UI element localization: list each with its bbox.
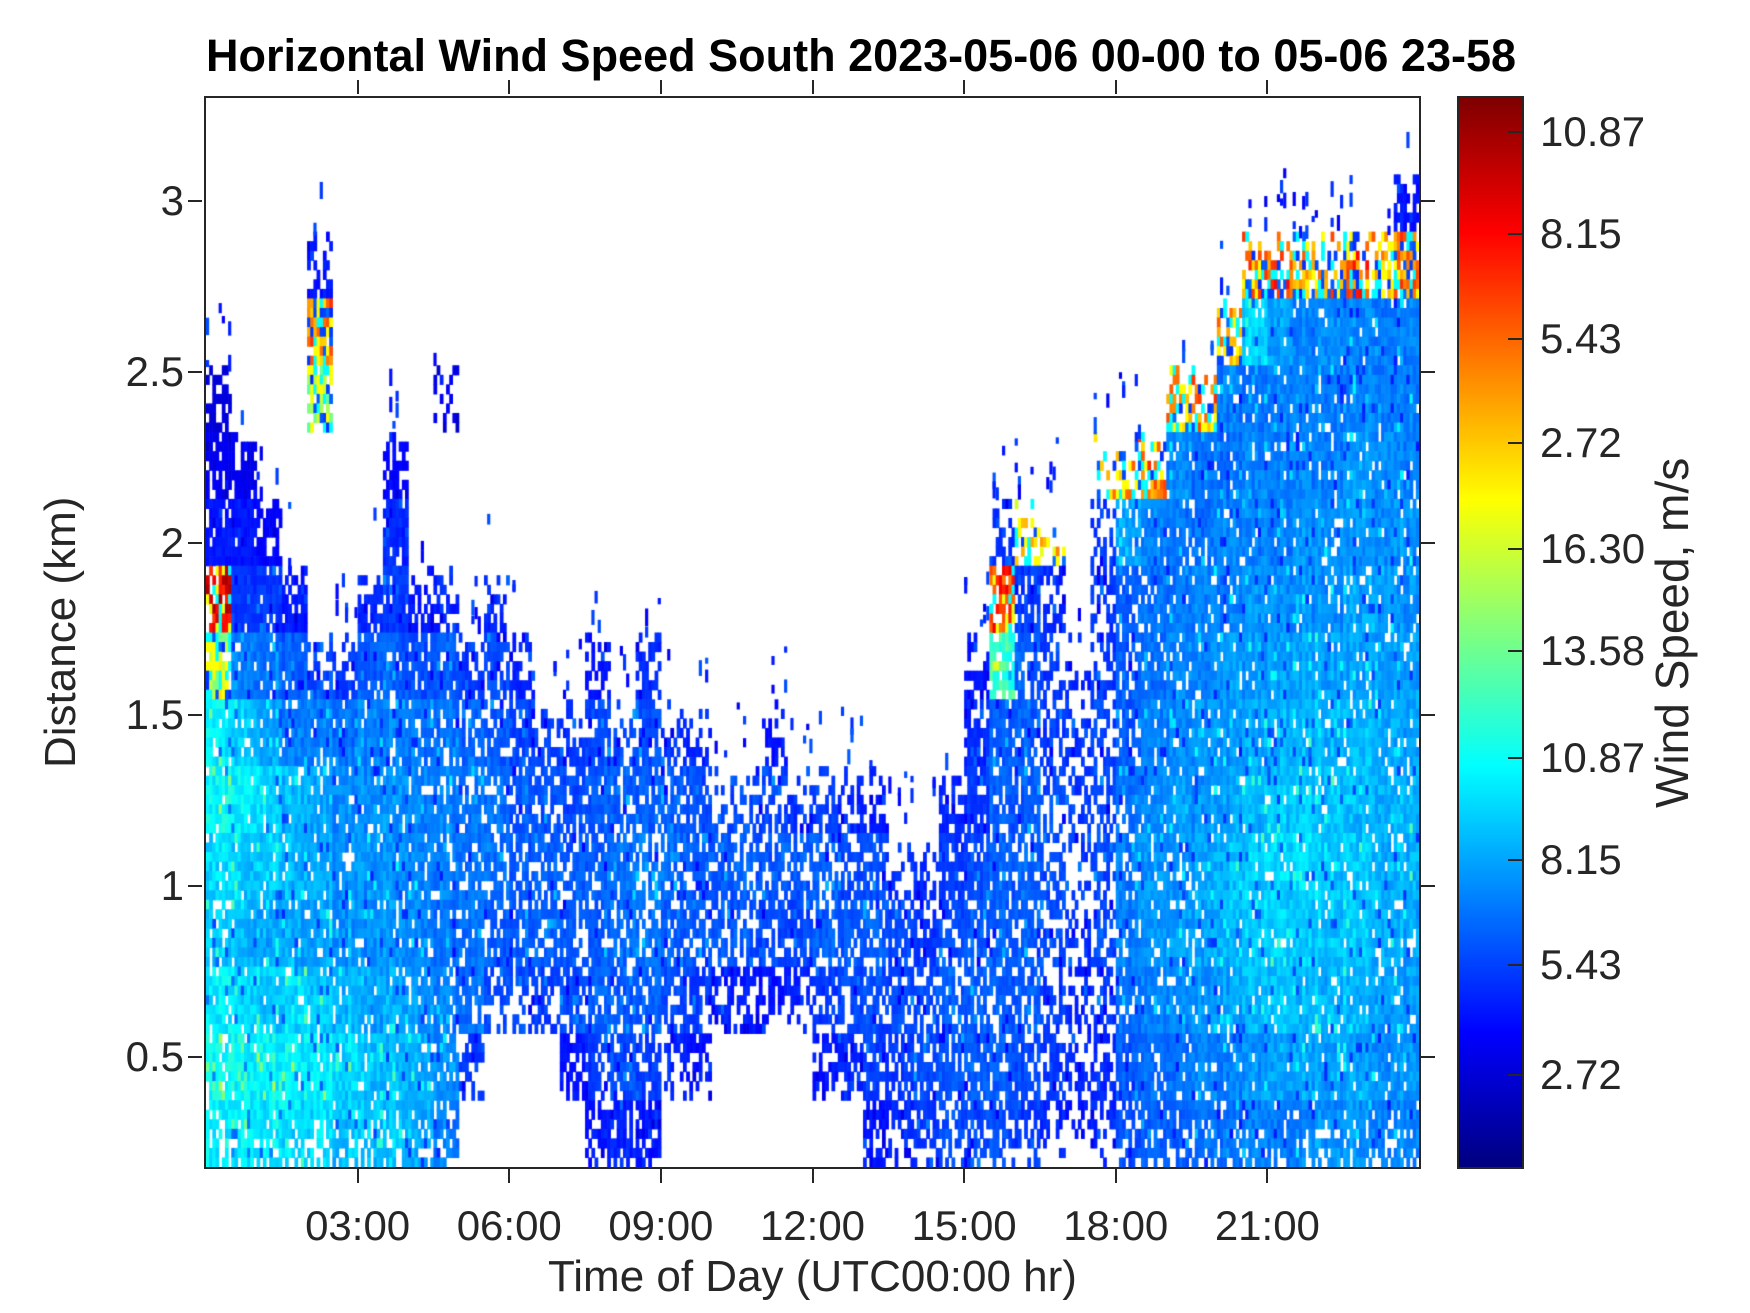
y-tick-label: 1.5 [125,690,184,738]
colorbar-canvas [1459,98,1522,1167]
colorbar-tick-label: 5.43 [1540,940,1622,988]
colorbar [1457,96,1524,1169]
y-axis-label: Distance (km) [36,496,85,769]
colorbar-tick-label: 10.87 [1540,733,1646,781]
y-tick [188,199,202,202]
y-tick-label: 2.5 [125,348,184,396]
colorbar-tick-label: 13.58 [1540,626,1646,674]
x-tick [1114,1169,1117,1183]
x-tick [508,1169,511,1183]
colorbar-tick-label: 2.72 [1540,419,1622,467]
colorbar-tick [1508,131,1522,134]
colorbar-tick-label: 8.15 [1540,209,1622,257]
x-tick [963,1169,966,1183]
x-tick-top [356,80,359,94]
x-tick-label: 09:00 [608,1202,714,1249]
y-tick-right [1421,1056,1435,1059]
x-tick-label: 21:00 [1214,1202,1320,1249]
y-tick [188,371,202,374]
y-tick-right [1421,371,1435,374]
x-tick-top [811,80,814,94]
colorbar-tick [1508,1074,1522,1077]
colorbar-tick [1508,442,1522,445]
y-tick-label: 2 [160,519,184,567]
y-tick [188,542,202,545]
colorbar-tick [1508,337,1522,340]
chart-title: Horizontal Wind Speed South 2023-05-06 0… [206,30,1517,81]
heatmap-canvas [206,98,1419,1167]
colorbar-tick-label: 5.43 [1540,314,1622,362]
y-tick-right [1421,199,1435,202]
y-tick [188,885,202,888]
x-tick-label: 18:00 [1063,1202,1169,1249]
y-tick [188,713,202,716]
x-tick-top [659,80,662,94]
colorbar-tick-label: 8.15 [1540,836,1622,884]
x-tick-label: 03:00 [305,1202,411,1249]
colorbar-tick [1508,232,1522,235]
y-tick-label: 3 [160,176,184,224]
y-tick-right [1421,542,1435,545]
x-tick-label: 15:00 [911,1202,1017,1249]
x-tick [1266,1169,1269,1183]
plot-area [204,96,1421,1169]
x-tick-top [1266,80,1269,94]
y-tick-label: 0.5 [125,1033,184,1081]
colorbar-tick-label: 2.72 [1540,1051,1622,1099]
colorbar-tick [1508,859,1522,862]
colorbar-tick-label: 16.30 [1540,525,1646,573]
x-tick-top [1114,80,1117,94]
colorbar-tick [1508,649,1522,652]
colorbar-label: Wind Speed, m/s [1646,457,1698,808]
colorbar-tick [1508,548,1522,551]
colorbar-tick [1508,963,1522,966]
x-tick-label: 12:00 [759,1202,866,1249]
x-tick-top [963,80,966,94]
colorbar-tick-label: 10.87 [1540,108,1646,156]
x-tick-top [508,80,511,94]
x-tick [356,1169,359,1183]
x-tick [659,1169,662,1183]
y-tick-right [1421,885,1435,888]
y-tick [188,1056,202,1059]
colorbar-tick [1508,756,1522,759]
x-tick-label: 06:00 [456,1202,562,1249]
y-tick-label: 1 [160,862,184,910]
x-tick [811,1169,814,1183]
x-axis-label: Time of Day (UTC00:00 hr) [548,1252,1077,1301]
y-tick-right [1421,713,1435,716]
